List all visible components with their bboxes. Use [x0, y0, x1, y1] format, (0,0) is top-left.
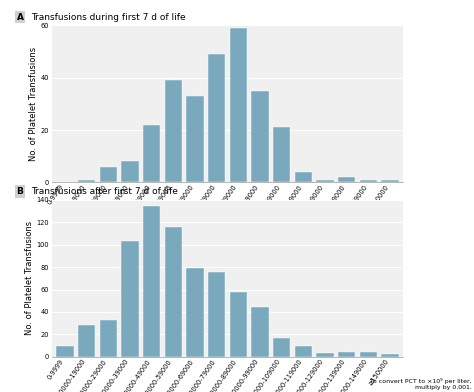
Bar [56, 345, 74, 357]
Bar [381, 354, 399, 357]
Bar [100, 167, 117, 182]
Bar [251, 91, 269, 182]
Bar [360, 352, 377, 357]
Bar [295, 345, 312, 357]
Bar [100, 320, 117, 357]
Bar [121, 162, 139, 182]
Bar [143, 125, 160, 182]
Bar [78, 325, 95, 357]
Bar [338, 352, 356, 357]
Text: B: B [17, 187, 24, 196]
Bar [165, 227, 182, 357]
Bar [295, 172, 312, 182]
Bar [230, 292, 247, 357]
Bar [143, 205, 160, 357]
Bar [186, 268, 204, 357]
Bar [316, 353, 334, 357]
Bar [316, 180, 334, 182]
Bar [208, 54, 225, 182]
Bar [186, 96, 204, 182]
Bar [78, 180, 95, 182]
Y-axis label: No. of Platelet Transfusions: No. of Platelet Transfusions [25, 221, 34, 336]
Text: To convert PCT to ×10⁹ per liter,
multiply by 0.001.: To convert PCT to ×10⁹ per liter, multip… [370, 378, 472, 390]
Bar [338, 177, 356, 182]
Text: Transfusions after first 7 d of life: Transfusions after first 7 d of life [31, 187, 178, 196]
Text: A: A [17, 13, 24, 22]
Bar [273, 338, 290, 357]
Bar [273, 127, 290, 182]
Bar [251, 307, 269, 357]
Bar [208, 272, 225, 357]
Bar [360, 180, 377, 182]
Y-axis label: No. of Platelet Transfusions: No. of Platelet Transfusions [29, 47, 38, 161]
Bar [230, 28, 247, 182]
Text: Transfusions during first 7 d of life: Transfusions during first 7 d of life [31, 13, 185, 22]
Bar [381, 180, 399, 182]
Bar [165, 80, 182, 182]
Bar [121, 241, 139, 357]
